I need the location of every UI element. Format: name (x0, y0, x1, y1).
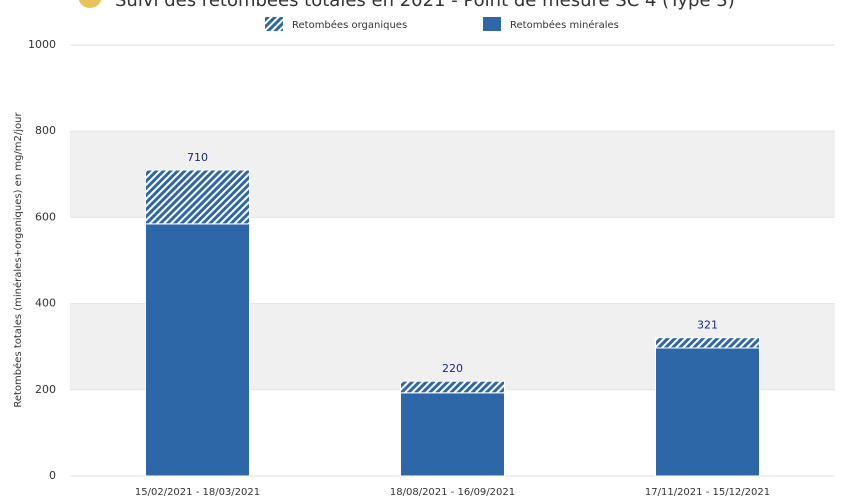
bar-segment (400, 392, 505, 477)
y-tick-label: 0 (49, 469, 56, 482)
y-tick-label: 600 (35, 210, 56, 223)
x-tick-label: 17/11/2021 - 15/12/2021 (645, 487, 770, 498)
total-label: 710 (187, 151, 208, 164)
y-tick-label: 400 (35, 297, 56, 310)
x-tick-label: 18/08/2021 - 16/09/2021 (390, 487, 515, 498)
bar-segment (145, 223, 250, 477)
bar-segment (145, 169, 250, 225)
legend-swatch (483, 17, 501, 31)
legend-label: Retombées minérales (510, 19, 619, 31)
x-tick-label: 15/02/2021 - 18/03/2021 (135, 487, 260, 498)
y-axis-label: Retombées totales (minérales+organiques)… (12, 111, 24, 407)
total-label: 321 (697, 319, 718, 332)
bar-segment (655, 347, 760, 477)
logo (78, 0, 102, 8)
bar-segment (400, 380, 505, 394)
y-tick-label: 200 (35, 383, 56, 396)
chart-title: Suivi des retombées totales en 2021 - Po… (115, 0, 735, 11)
legend-swatch (265, 17, 283, 31)
legend-label: Retombées organiques (292, 19, 407, 31)
bar-segment (655, 337, 760, 349)
total-label: 220 (442, 362, 463, 375)
y-tick-label: 800 (35, 124, 56, 137)
y-tick-label: 1000 (28, 38, 56, 51)
